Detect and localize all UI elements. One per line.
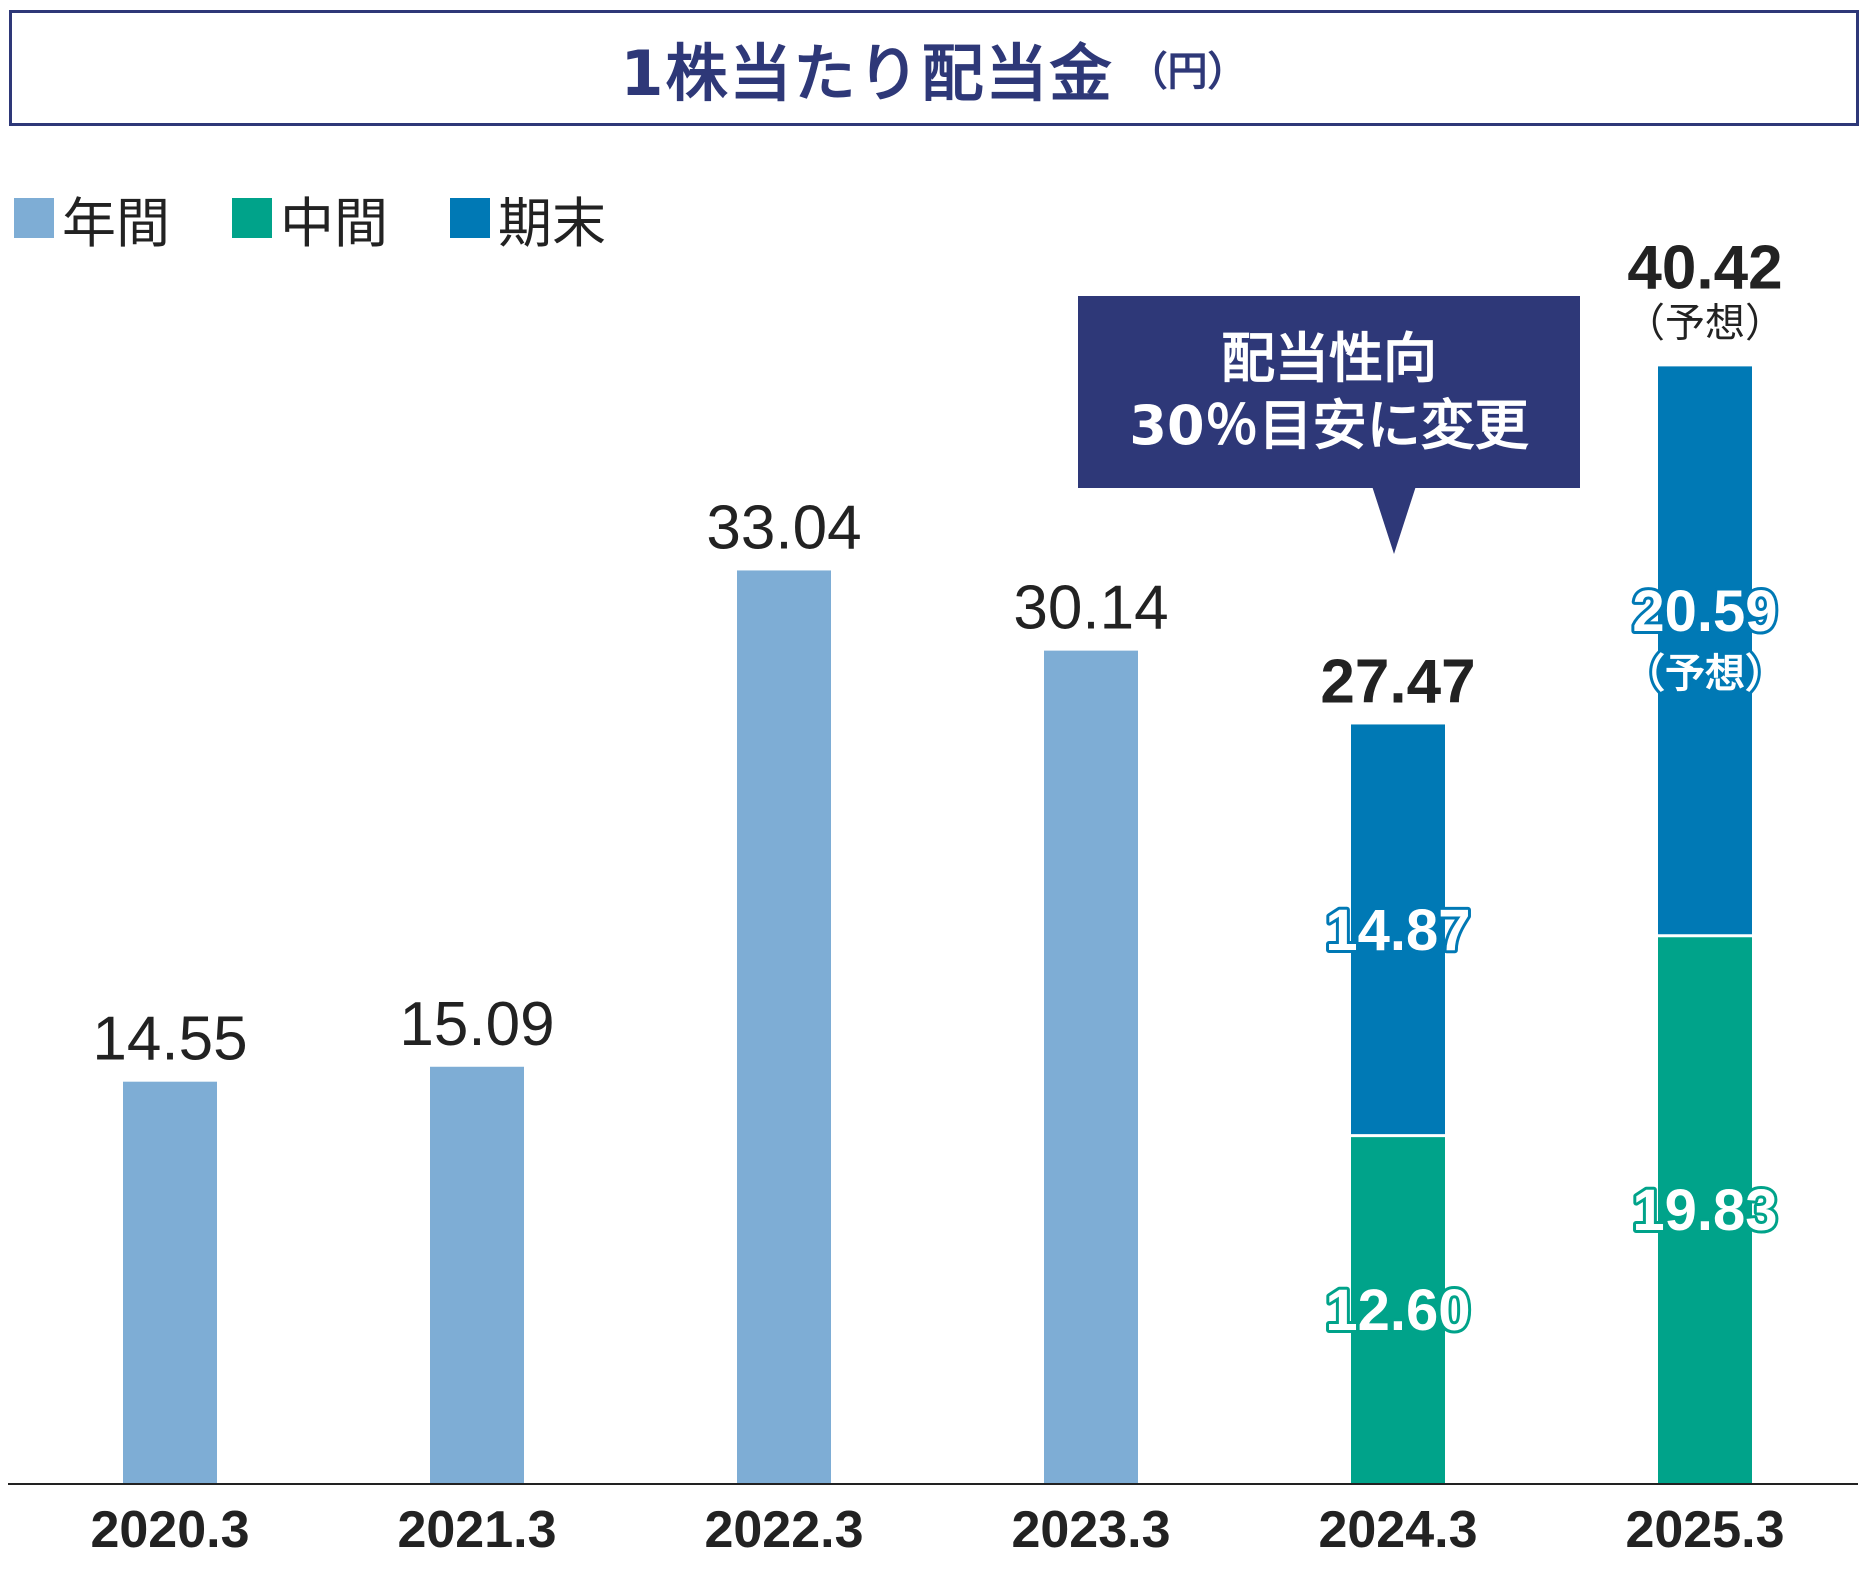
total-label: 27.47 [1320,647,1475,716]
legend: 年間 中間 期末 [14,188,668,255]
bar-2020.3-series-0 [123,1081,217,1484]
total-label: 40.42 [1627,233,1782,302]
x-tick-label: 2025.3 [1625,1501,1784,1559]
segment-label-interim: 19.83 [1632,1178,1777,1243]
bar-2024.3-series-1 [1351,1135,1445,1484]
total-label: 15.09 [399,990,554,1059]
x-tick-label: 2022.3 [704,1501,863,1559]
segment-label-year-end: 14.87 [1325,898,1470,963]
total-label: 14.55 [92,1005,247,1074]
payout-ratio-callout: 配当性向 30％目安に変更 [1078,296,1580,488]
legend-item-year-end: 期末 [450,179,606,258]
bar-2024.3-series-2 [1351,724,1445,1136]
segment-label-interim: 12.60 [1325,1278,1470,1343]
callout-line-1: 配当性向 [1221,326,1437,390]
callout-pointer [1372,486,1416,554]
forecast-note: （予想） [1625,301,1785,345]
bar-2025.3-series-1 [1658,935,1752,1484]
legend-label-interim: 中間 [280,191,388,255]
legend-label-year-end: 期末 [498,191,606,255]
total-label: 33.04 [706,493,861,562]
legend-item-interim: 中間 [232,179,388,258]
chart-unit: （円） [1127,49,1248,95]
total-label: 30.14 [1013,574,1168,643]
x-tick-label: 2024.3 [1318,1501,1477,1559]
legend-swatch-interim [232,198,272,238]
legend-item-annual: 年間 [14,179,170,258]
callout-line-2: 30％目安に変更 [1129,394,1529,457]
x-tick-label: 2021.3 [397,1501,556,1559]
segment-forecast-note: （予想） [1625,652,1785,696]
bar-2021.3-series-0 [430,1066,524,1484]
legend-label-annual: 年間 [62,191,170,255]
x-tick-label: 2023.3 [1011,1501,1170,1559]
bar-2025.3-series-2 [1658,366,1752,936]
bar-2022.3-series-0 [737,570,831,1484]
title-box: 1株当たり配当金 （円） [9,10,1859,126]
segment-label-year-end: 20.59 [1632,579,1777,644]
legend-swatch-annual [14,198,54,238]
x-tick-label: 2020.3 [90,1501,249,1559]
bar-2023.3-series-0 [1044,650,1138,1484]
chart-title: 1株当たり配当金 [620,37,1114,110]
legend-swatch-year-end [450,198,490,238]
